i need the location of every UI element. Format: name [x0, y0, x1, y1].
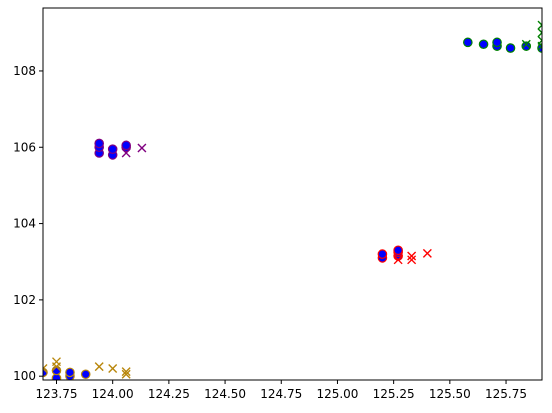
x-marker-point	[94, 362, 104, 372]
x-marker-point	[121, 148, 131, 158]
x-tick-label: 124.25	[148, 387, 190, 401]
x-tick-label: 124.75	[260, 387, 302, 401]
circle-point	[94, 138, 104, 149]
circle-point	[478, 39, 489, 50]
circle-point	[505, 43, 516, 53]
circle-point	[393, 245, 403, 256]
x-axis: 123.75 124.00 124.25 124.50 124.75 125.00 125.…	[35, 380, 527, 401]
x-marker-point	[407, 251, 417, 261]
cluster-bottom-left	[43, 357, 131, 380]
x-marker-point	[51, 357, 61, 367]
y-tick-label: 100	[13, 369, 36, 383]
x-marker-point	[537, 28, 542, 38]
circle-point	[121, 140, 131, 151]
x-marker-point	[108, 364, 118, 374]
circle-point	[463, 37, 473, 48]
x-marker-point	[407, 255, 417, 265]
x-marker-point	[422, 248, 432, 258]
y-tick-label: 104	[13, 217, 36, 231]
y-tick-label: 102	[13, 293, 36, 307]
x-tick-label: 125.50	[429, 387, 471, 401]
x-marker-point	[521, 39, 531, 49]
y-axis: 100 102 104 106 108	[13, 64, 43, 383]
circle-point	[492, 37, 502, 48]
x-tick-label: 124.00	[92, 387, 134, 401]
x-tick-label: 125.00	[316, 387, 358, 401]
x-tick-label: 125.25	[373, 387, 415, 401]
circle-point	[65, 367, 75, 378]
circle-point	[80, 369, 91, 380]
circle-point	[107, 144, 118, 154]
y-tick-label: 106	[13, 140, 36, 154]
x-marker-point	[121, 369, 131, 379]
circle-point	[377, 249, 388, 259]
x-marker-point	[537, 35, 542, 45]
circle-point	[521, 41, 532, 51]
cluster-top-right	[463, 20, 542, 53]
x-tick-label: 125.75	[485, 387, 527, 401]
x-marker-point	[43, 364, 48, 374]
x-marker-point	[537, 20, 542, 30]
data-marks	[43, 20, 542, 380]
cluster-top-left	[94, 138, 147, 160]
x-tick-label: 124.50	[204, 387, 246, 401]
x-marker-point	[137, 143, 147, 153]
x-tick-label: 123.75	[35, 387, 77, 401]
x-marker-point	[121, 367, 131, 377]
y-tick-label: 108	[13, 64, 36, 78]
x-marker-point	[393, 255, 403, 265]
plot-frame	[42, 7, 543, 381]
cluster-middle-right	[377, 245, 432, 265]
